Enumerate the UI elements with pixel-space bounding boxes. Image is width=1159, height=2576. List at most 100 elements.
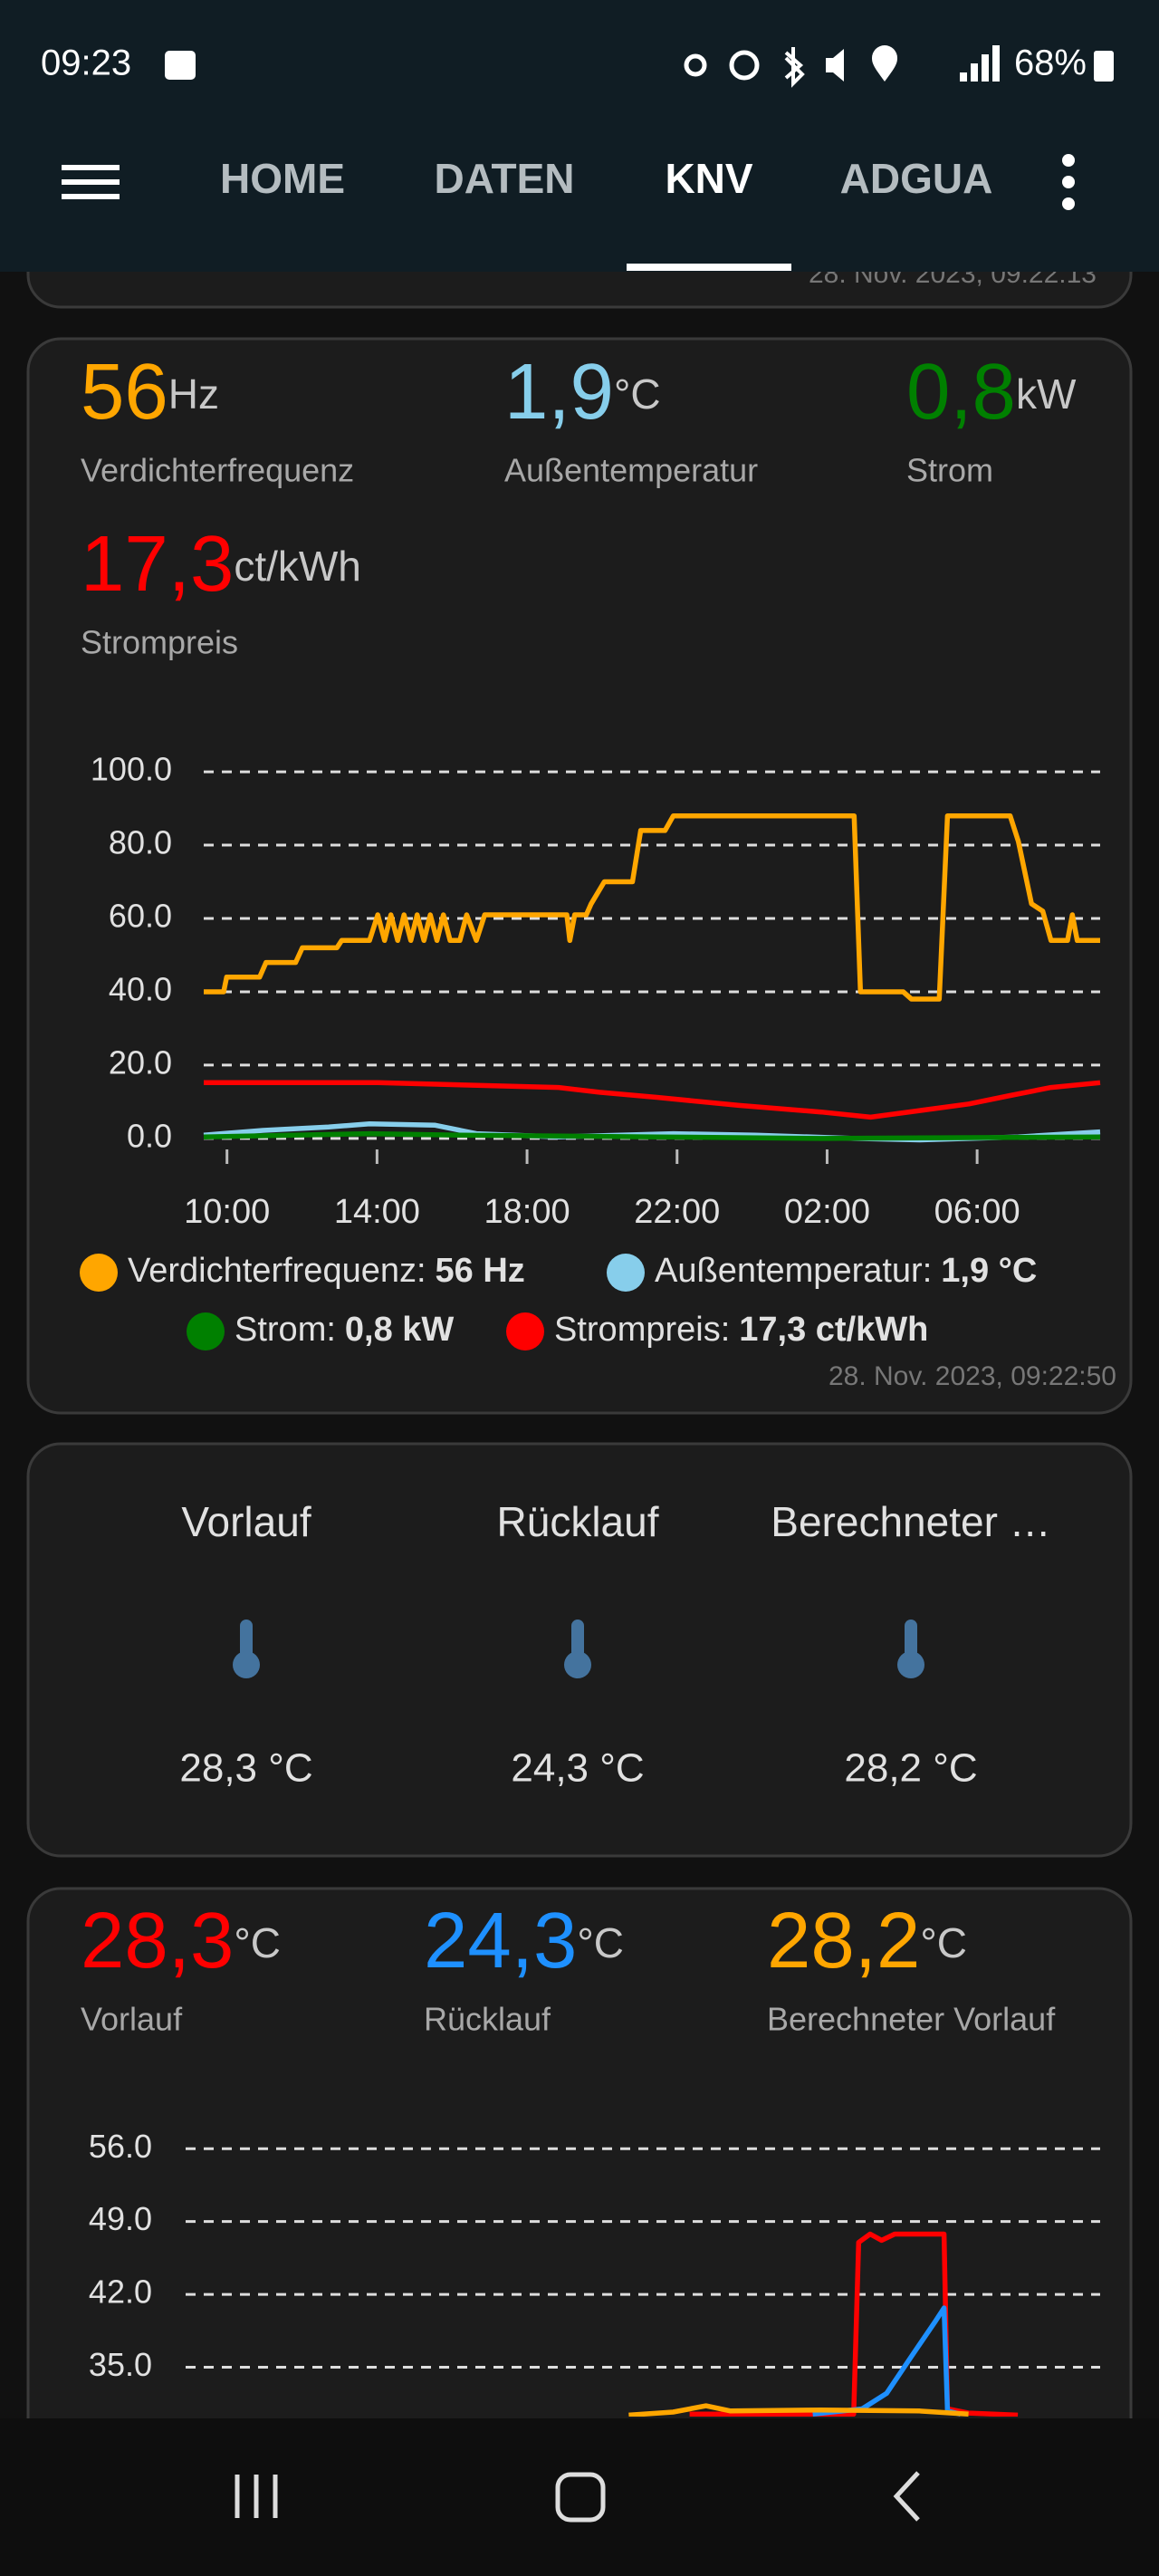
y-tick-label: 60.0 [109, 898, 172, 935]
stat: 24,3°C [424, 1897, 624, 1985]
tab-indicator [627, 264, 791, 271]
legend-entry: Strompreis: 17,3 ct/kWh [554, 1311, 928, 1349]
legend-label: Außentemperatur: [655, 1252, 932, 1290]
tab[interactable]: DATEN [434, 155, 574, 202]
tab[interactable]: KNV [665, 155, 752, 202]
icon [165, 51, 196, 80]
x-tick-label: 14:00 [334, 1193, 420, 1231]
legend-marker [506, 1312, 544, 1350]
icon-part [564, 1651, 591, 1678]
legend-label: Verdichterfrequenz: [128, 1252, 426, 1290]
icon-part [905, 1620, 917, 1661]
icon [872, 45, 897, 82]
legend-entry: Verdichterfrequenz: 56 Hz [128, 1252, 525, 1290]
thermometer-icon [233, 1620, 260, 1678]
more-button[interactable] [1062, 154, 1075, 167]
clock: 09:23 [41, 43, 131, 83]
icon [826, 49, 844, 82]
stat-label: Berechneter Vorlauf [767, 2001, 1056, 2038]
legend-value: 56 Hz [436, 1252, 525, 1290]
stat-label: Vorlauf [81, 2001, 183, 2038]
stat-label: Strom [906, 452, 993, 489]
stat: 56Hz [81, 348, 219, 436]
y-tick-label: 20.0 [109, 1043, 172, 1081]
legend-entry: Außentemperatur: 1,9 °C [655, 1252, 1037, 1290]
icon [684, 53, 707, 77]
icon-part [233, 1651, 260, 1678]
recent-button[interactable] [235, 2475, 278, 2518]
legend-value: 17,3 ct/kWh [739, 1311, 928, 1349]
more-button[interactable] [1062, 197, 1075, 210]
y-tick-label: 56.0 [89, 2128, 152, 2165]
y-tick-label: 49.0 [89, 2200, 152, 2237]
stat-unit: kW [1016, 370, 1077, 418]
stat: 1,9°C [504, 348, 661, 436]
stat-value: 28,3 [81, 1897, 234, 1985]
legend-marker [187, 1312, 225, 1350]
y-tick-label: 0.0 [127, 1117, 172, 1154]
stat-label: Strompreis [81, 624, 238, 661]
x-tick-label: 02:00 [784, 1193, 870, 1231]
line [204, 812, 1100, 1002]
sensor-title: Berechneter … [771, 1498, 1050, 1545]
stat-label: Außentemperatur [504, 452, 758, 489]
header: 09:23 68% HOME DATEN KNV ADGUA [0, 0, 1159, 272]
stat-value: 17,3 [81, 520, 234, 608]
navigation-bar [0, 2418, 1159, 2576]
stat-value: 56 [81, 348, 168, 436]
tab[interactable]: ADGUA [840, 155, 993, 202]
sensor-value: 28,3 °C [179, 1746, 312, 1791]
tab[interactable]: HOME [220, 155, 345, 202]
y-tick-label: 80.0 [109, 824, 172, 861]
legend-entry: Strom: 0,8 kW [235, 1311, 454, 1349]
icon-part [240, 1620, 253, 1661]
timestamp: 28. Nov. 2023, 09:22:50 [829, 1361, 1116, 1391]
card [26, 337, 1133, 1415]
stat-unit: °C [920, 1919, 967, 1966]
home-button[interactable] [555, 2472, 606, 2523]
app-bar [0, 0, 1159, 272]
stat: 28,3°C [81, 1897, 281, 1985]
stat-unit: °C [614, 370, 661, 418]
more-button[interactable] [1062, 176, 1075, 188]
stat-unit: ct/kWh [234, 543, 361, 590]
stat-value: 24,3 [424, 1897, 577, 1985]
stat-unit: °C [234, 1919, 281, 1966]
icon-part [897, 1651, 924, 1678]
icon [729, 50, 760, 81]
sensor-title: Rücklauf [497, 1498, 659, 1545]
nav-bar [0, 2418, 1159, 2576]
stat-value: 1,9 [504, 348, 614, 436]
y-tick-label: 40.0 [109, 970, 172, 1007]
battery-icon [1094, 51, 1114, 82]
line [628, 2403, 969, 2417]
sensor-value: 28,2 °C [844, 1746, 977, 1791]
sensor-title: Vorlauf [181, 1498, 311, 1545]
thermometer-icon [564, 1620, 591, 1678]
stat: 28,2°C [767, 1897, 967, 1985]
line [812, 2305, 962, 2417]
stat-unit: °C [577, 1919, 624, 1966]
icon [960, 45, 1000, 82]
thermometer-icon [897, 1620, 924, 1678]
back-button[interactable] [893, 2471, 920, 2522]
stat-label: Verdichterfrequenz [81, 452, 354, 489]
menu-button[interactable] [62, 165, 120, 199]
line [203, 1130, 1101, 1141]
stat: 17,3ct/kWh [81, 520, 361, 608]
x-tick-label: 18:00 [484, 1193, 570, 1231]
legend-marker [607, 1254, 645, 1292]
stat-unit: Hz [168, 370, 219, 418]
stat-value: 0,8 [906, 348, 1016, 436]
legend-label: Strom: [235, 1311, 336, 1349]
content: 28. Nov. 2023, 09:22:13 28. Nov. 2023, 0… [26, 161, 1133, 2576]
sensor-value: 24,3 °C [511, 1746, 644, 1791]
y-tick-label: 35.0 [89, 2346, 152, 2383]
x-tick-label: 10:00 [184, 1193, 270, 1231]
y-tick-label: 100.0 [91, 751, 172, 788]
y-tick-label: 42.0 [89, 2273, 152, 2311]
icon-part [571, 1620, 584, 1661]
battery-level: 68% [1014, 43, 1087, 83]
stat-value: 28,2 [767, 1897, 920, 1985]
